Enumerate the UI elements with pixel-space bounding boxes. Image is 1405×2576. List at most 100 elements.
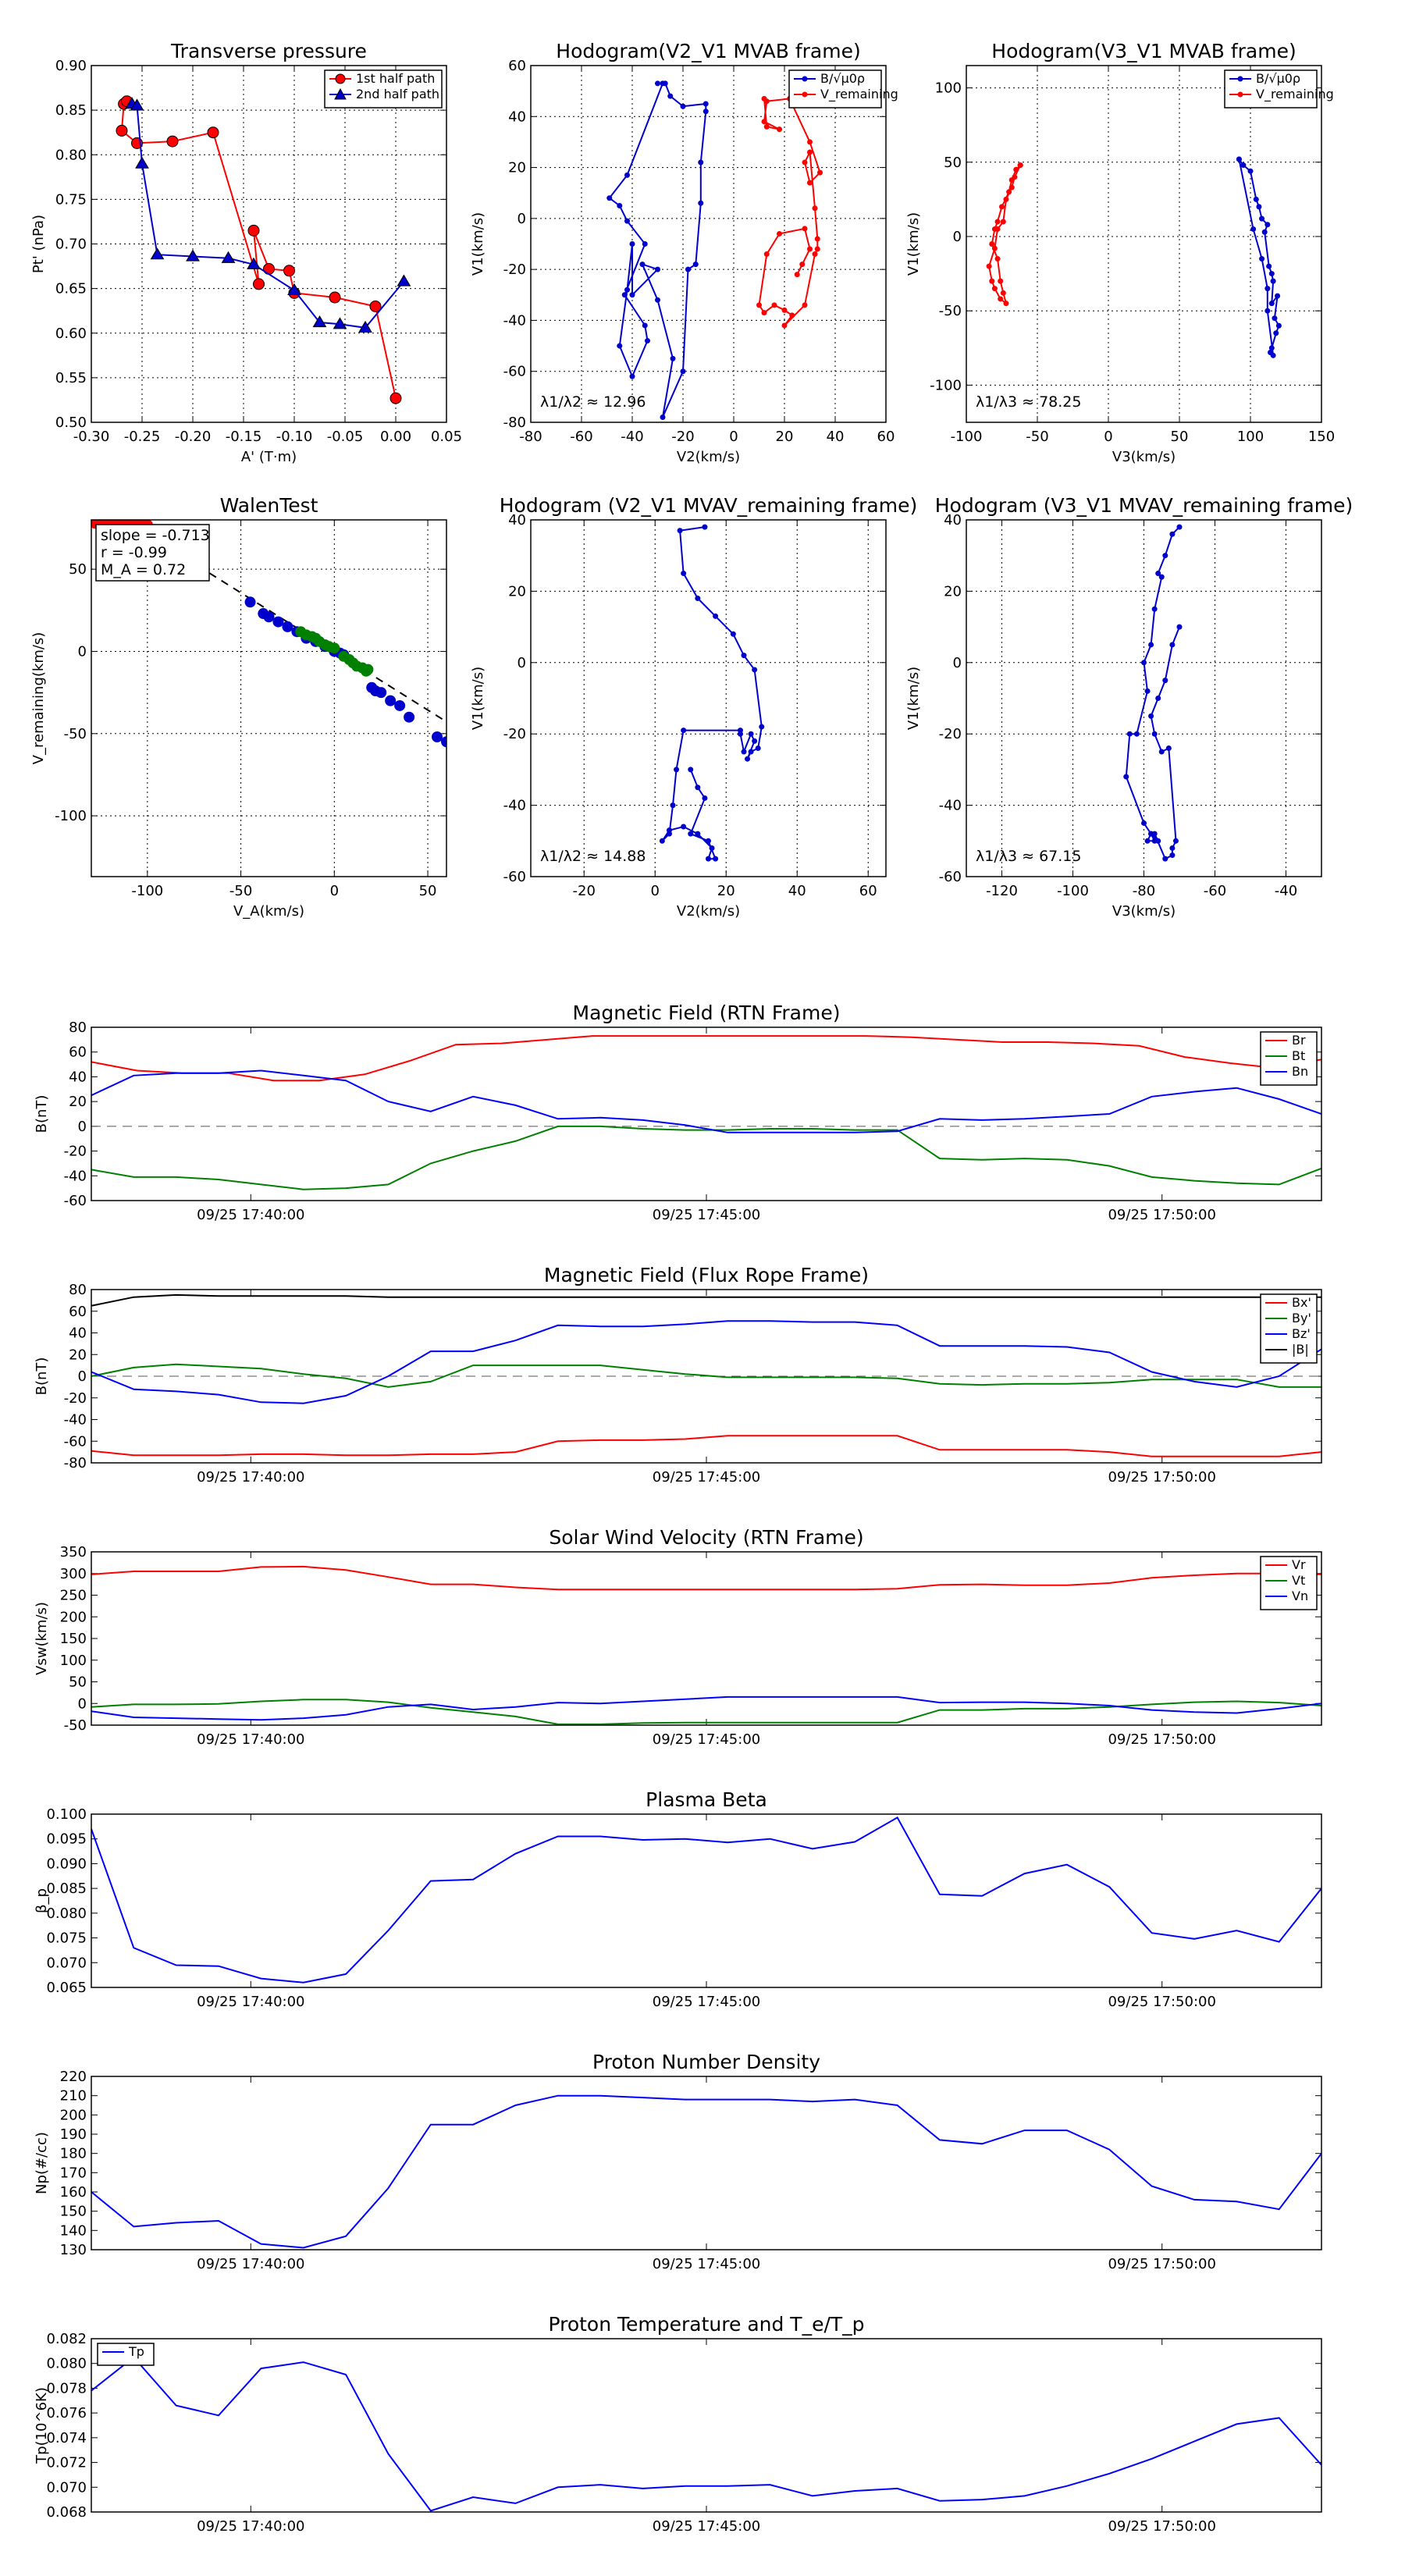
data-point [1008, 184, 1015, 190]
x-tick-label: -120 [986, 883, 1018, 899]
data-point [186, 249, 200, 262]
data-point [312, 315, 327, 328]
lambda-annotation: λ1/λ3 ≈ 78.25 [976, 393, 1081, 411]
data-point [624, 286, 630, 293]
x-tick-label: -100 [131, 883, 163, 899]
legend-label: B/√μ0ρ [820, 71, 865, 86]
x-tick-label: -80 [1133, 883, 1155, 899]
data-point [994, 226, 1001, 232]
y-tick-label: 0.070 [46, 2479, 87, 2496]
y-tick-label: -40 [503, 312, 526, 329]
y-tick-label: 50 [69, 1674, 87, 1691]
legend-label: B/√μ0ρ [1256, 71, 1300, 86]
y-tick-label: 20 [944, 583, 962, 600]
data-point [287, 283, 301, 296]
data-point [606, 195, 613, 201]
data-point [807, 246, 813, 252]
y-tick-label: 350 [60, 1544, 87, 1560]
data-point [666, 827, 672, 834]
y-tick-label: 0.065 [46, 1980, 87, 1996]
x-tick-label: -80 [519, 429, 542, 445]
y-axis-label: V1(km/s) [470, 212, 486, 276]
data-point [1268, 345, 1275, 351]
data-point [681, 824, 687, 830]
data-point [748, 731, 754, 737]
data-point [1270, 278, 1276, 284]
data-point [645, 338, 650, 344]
y-tick-label: 0.075 [46, 1930, 87, 1947]
y-tick-label: -50 [939, 303, 962, 319]
chart-wt: WalenTest -100 -50 0 50 -100 -50 0 50 V_A(km/s) V_… [30, 494, 467, 920]
y-tick-label: -40 [64, 1412, 87, 1429]
y-tick-label: 0.078 [46, 2380, 87, 2396]
data-point [817, 169, 823, 176]
y-tick-label: 0.070 [46, 1955, 87, 1971]
lambda-annotation: λ1/λ3 ≈ 67.15 [976, 848, 1081, 865]
data-point [702, 109, 709, 115]
y-tick-label: 0 [953, 655, 962, 671]
data-point [358, 320, 372, 333]
data-point [802, 226, 808, 232]
data-point [1256, 204, 1262, 210]
y-tick-label: 0.60 [55, 326, 87, 342]
x-tick-label: 150 [1308, 429, 1335, 445]
series--b--line [91, 1293, 1321, 1307]
data-point [991, 245, 998, 251]
data-point [771, 302, 777, 308]
data-point [692, 262, 699, 268]
data-point [789, 312, 795, 318]
x-tick-label: 0 [1104, 429, 1112, 445]
plot-area [659, 524, 765, 862]
y-axis-label: Tp(10^6K) [34, 2387, 50, 2464]
data-point [1133, 731, 1140, 737]
walen-stat: M_A = 0.72 [101, 561, 186, 578]
y-tick-label: -40 [64, 1168, 87, 1184]
data-point [1169, 852, 1176, 859]
x-tick-label: -100 [951, 429, 983, 445]
chart-title: Magnetic Field (Flux Rope Frame) [544, 1264, 869, 1286]
data-point [999, 204, 1005, 210]
y-tick-label: -100 [930, 377, 962, 393]
series-v-line [758, 98, 821, 326]
x-tick-label: -0.10 [276, 429, 313, 445]
x-tick-label: -0.15 [226, 429, 262, 445]
x-axis-label: V3(km/s) [1112, 903, 1176, 920]
plot-area [91, 1565, 1321, 1725]
x-tick-label: 40 [827, 429, 845, 445]
y-tick-label: 160 [60, 2184, 87, 2201]
data-point [814, 246, 820, 252]
y-axis-label: V1(km/s) [905, 212, 922, 276]
y-tick-label: 0 [78, 1695, 87, 1712]
data-point [670, 355, 676, 361]
data-point [741, 749, 747, 755]
y-tick-label: -100 [55, 808, 87, 824]
data-point [1123, 774, 1129, 780]
y-tick-label: 0.55 [55, 370, 87, 386]
x-tick-label: 09/25 17:40:00 [197, 1469, 304, 1485]
data-point [1275, 293, 1281, 299]
series-vr-line [91, 1565, 1321, 1591]
data-point [624, 218, 630, 224]
y-tick-label: 0.70 [55, 237, 87, 253]
x-tick-label: -20 [573, 883, 596, 899]
y-tick-label: 0.100 [46, 1806, 87, 1823]
x-axis-label: V2(km/s) [677, 903, 740, 920]
x-tick-label: 09/25 17:50:00 [1108, 2256, 1215, 2272]
data-point [777, 126, 782, 133]
y-tick-label: 100 [935, 80, 962, 97]
data-point [617, 203, 623, 209]
data-point [1268, 301, 1275, 307]
series-br-line [91, 1035, 1321, 1082]
data-point [362, 664, 374, 675]
data-point [456, 742, 467, 753]
walen-stats-box [95, 524, 210, 582]
data-point [1003, 301, 1009, 307]
data-point [802, 159, 808, 165]
legend-marker [334, 87, 347, 100]
plot-area [91, 2094, 1321, 2249]
y-tick-label: 0.65 [55, 281, 87, 297]
series-1st-half-path-line [120, 100, 397, 399]
chart-mag_fr: Magnetic Field (Flux Rope Frame) -80 -60 -4… [34, 1264, 1322, 1485]
